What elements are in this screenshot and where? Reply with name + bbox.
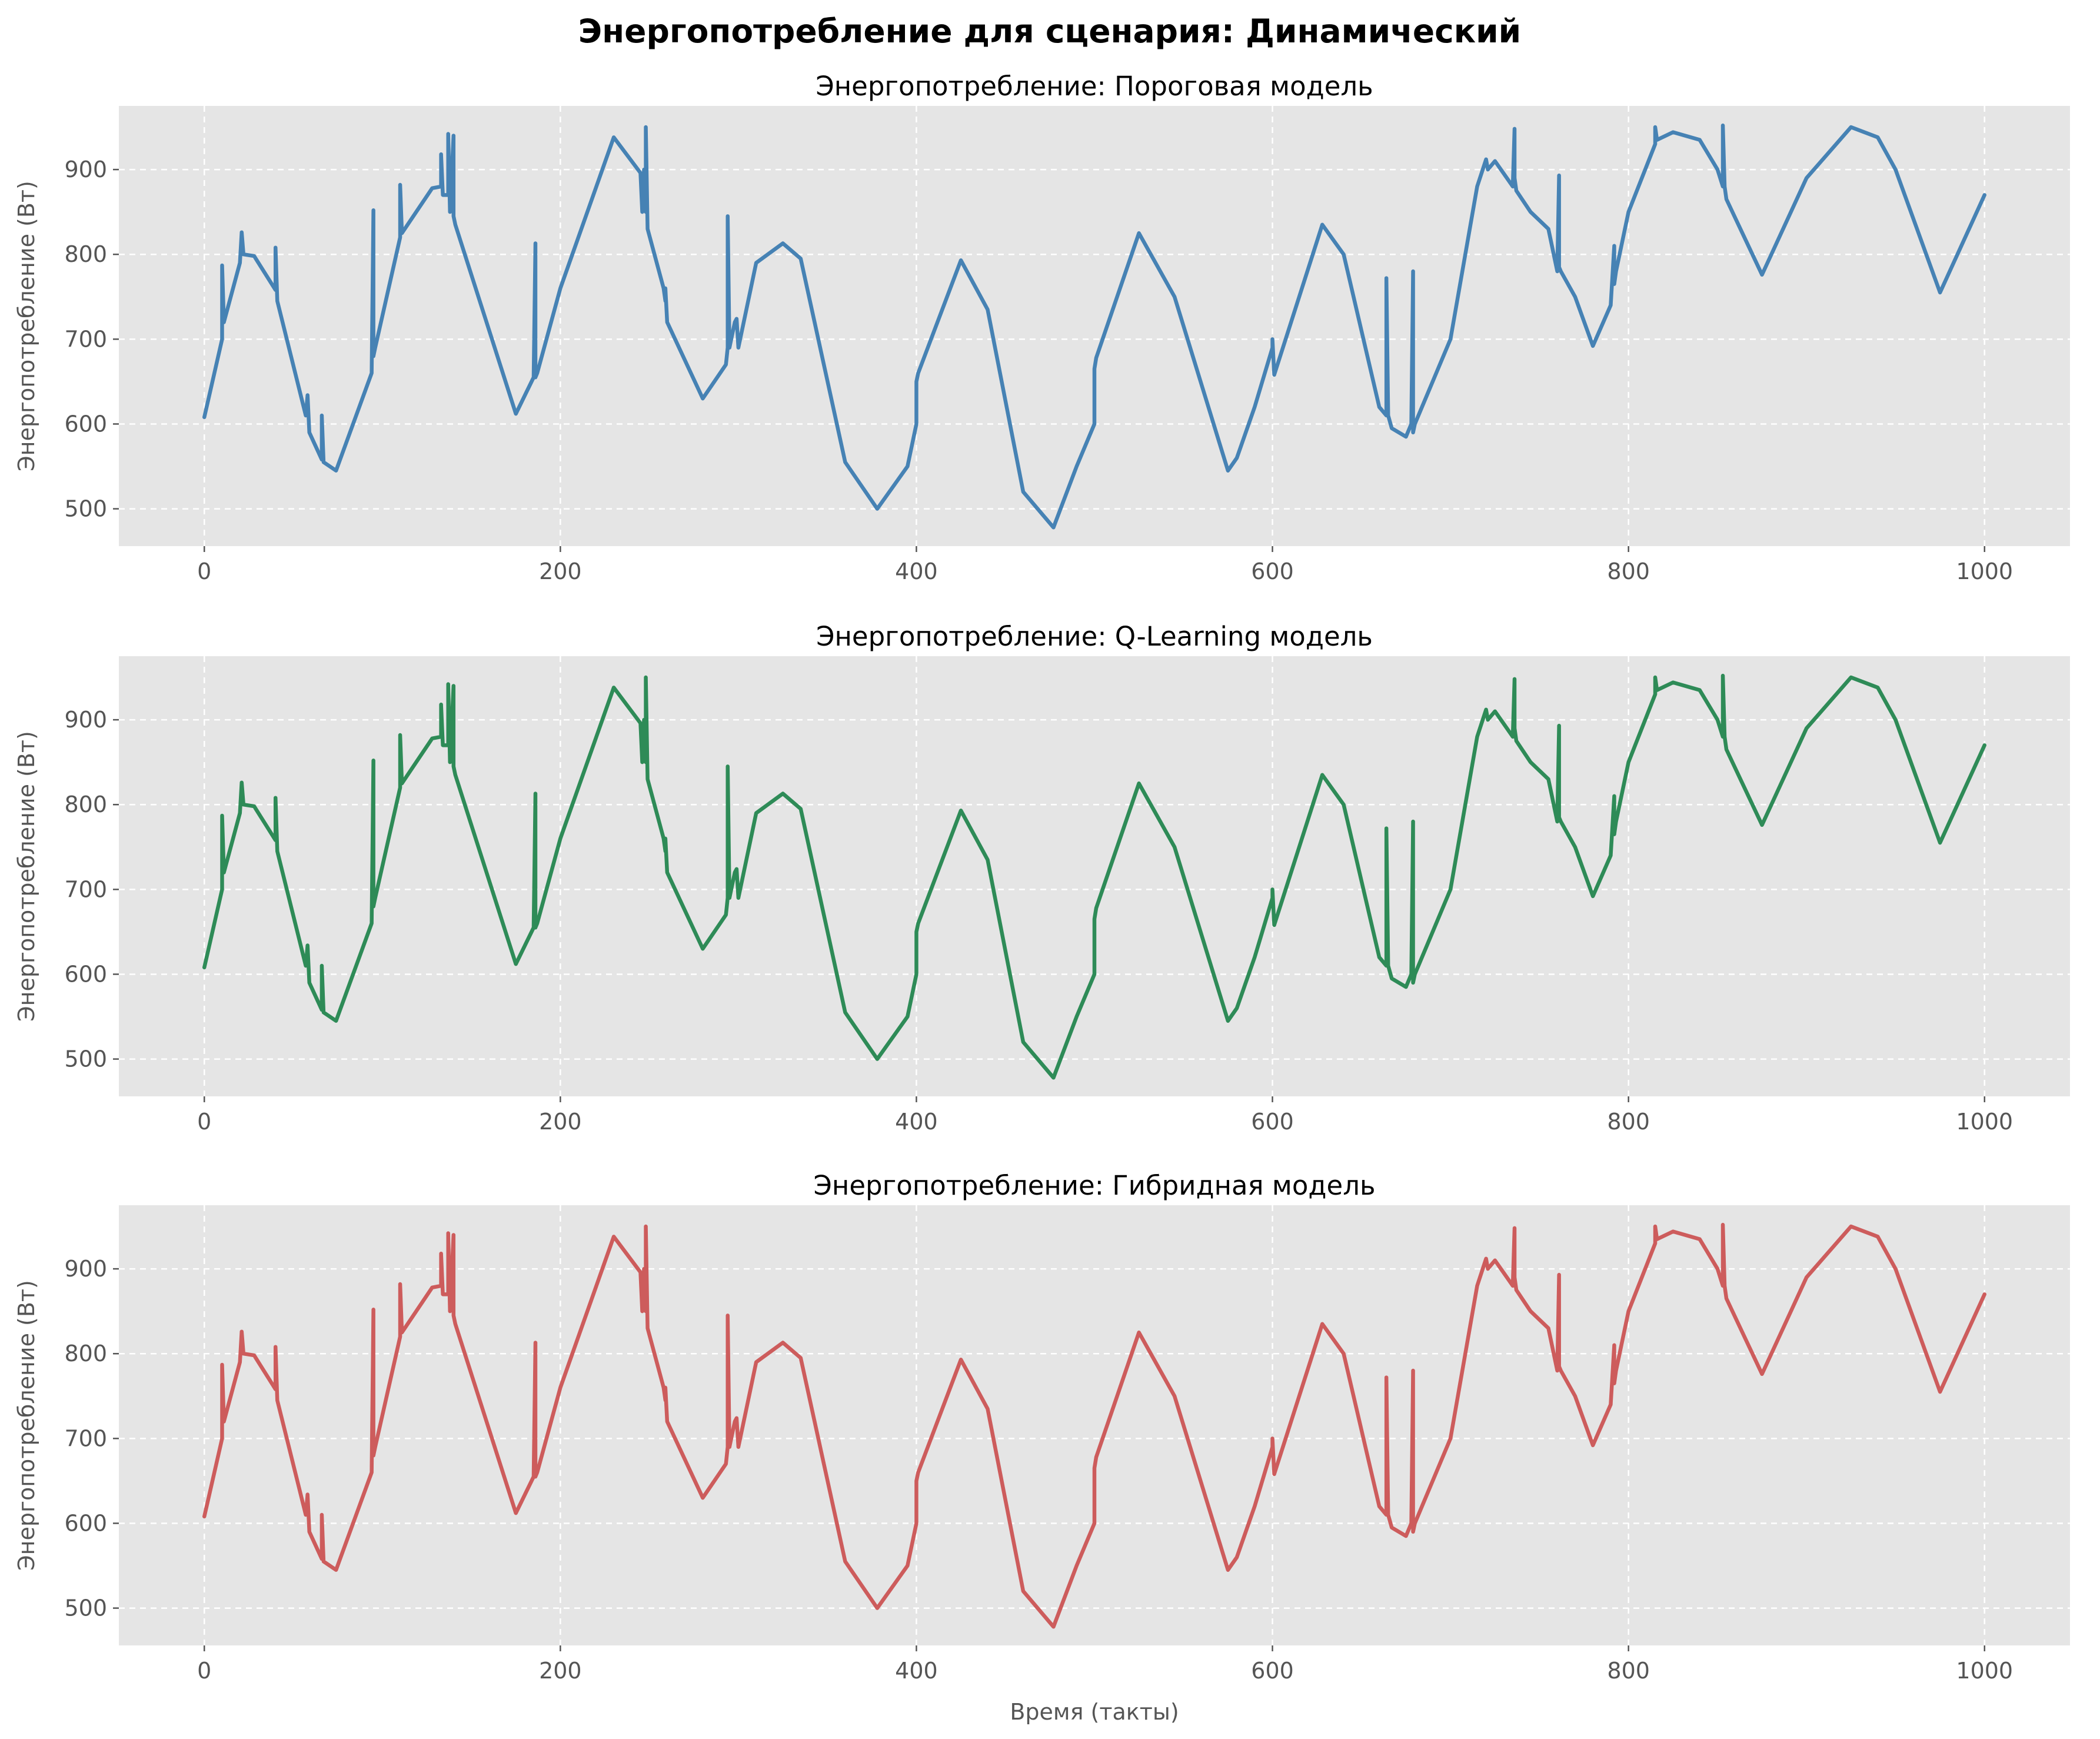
series-line-1 <box>202 673 1987 1080</box>
x-tick-label: 0 <box>197 558 211 584</box>
x-tick-label: 0 <box>197 1109 211 1135</box>
x-tick-label: 1000 <box>1956 558 2013 584</box>
y-tick-label: 500 <box>64 496 107 522</box>
x-tick-label: 400 <box>895 558 938 584</box>
x-tick-label: 200 <box>539 558 582 584</box>
plot-area <box>119 1205 2070 1645</box>
x-tick-label: 0 <box>197 1658 211 1684</box>
chart-panel-3: 0 200 400 600 800 1000 500 600 700 800 900 Энергопо… <box>14 1170 2070 1725</box>
y-tick-label: 900 <box>64 157 107 182</box>
chart-title: Энергопотребление: Пороговая модель <box>816 71 1373 102</box>
series-line-1 <box>202 123 1987 530</box>
x-tick-label: 800 <box>1607 1658 1650 1684</box>
y-tick-label: 600 <box>64 961 107 987</box>
x-tick-label: 600 <box>1251 1109 1294 1135</box>
y-tick-label: 900 <box>64 1256 107 1282</box>
y-tick-label: 700 <box>64 876 107 902</box>
chart-title: Энергопотребление: Q-Learning модель <box>816 621 1373 652</box>
x-tick-label: 800 <box>1607 1109 1650 1135</box>
y-tick-label: 500 <box>64 1046 107 1072</box>
y-tick-label: 800 <box>64 792 107 817</box>
x-tick-label: 1000 <box>1956 1109 2013 1135</box>
figure-title: Энергопотребление для сценария: Динамиче… <box>578 12 1521 50</box>
y-tick-label: 800 <box>64 1341 107 1366</box>
y-tick-label: 600 <box>64 1510 107 1536</box>
x-axis-label: Время (такты) <box>1010 1699 1179 1725</box>
x-tick-label: 1000 <box>1956 1658 2013 1684</box>
y-tick-label: 700 <box>64 326 107 352</box>
plot-area <box>119 106 2070 546</box>
y-tick-label: 500 <box>64 1595 107 1621</box>
y-axis-label: Энергопотребление (Вт) <box>14 1280 39 1571</box>
x-tick-label: 200 <box>539 1658 582 1684</box>
y-axis-label: Энергопотребление (Вт) <box>14 731 39 1022</box>
y-axis-label: Энергопотребление (Вт) <box>14 181 39 471</box>
y-tick-label: 800 <box>64 241 107 267</box>
y-tick-label: 900 <box>64 707 107 733</box>
series-line-1 <box>202 1222 1987 1629</box>
x-tick-label: 600 <box>1251 1658 1294 1684</box>
x-tick-label: 400 <box>895 1109 938 1135</box>
x-tick-label: 200 <box>539 1109 582 1135</box>
y-tick-label: 600 <box>64 411 107 437</box>
x-tick-label: 800 <box>1607 558 1650 584</box>
x-tick-label: 600 <box>1251 558 1294 584</box>
x-tick-label: 400 <box>895 1658 938 1684</box>
chart-title: Энергопотребление: Гибридная модель <box>814 1170 1376 1201</box>
chart-panel-1: 0 200 400 600 800 1000 500 600 700 800 900 Энергопо… <box>14 71 2070 584</box>
y-tick-label: 700 <box>64 1425 107 1451</box>
chart-panel-2: 0 200 400 600 800 1000 500 600 700 800 900 Энергопо… <box>14 621 2070 1135</box>
plot-area <box>119 656 2070 1096</box>
